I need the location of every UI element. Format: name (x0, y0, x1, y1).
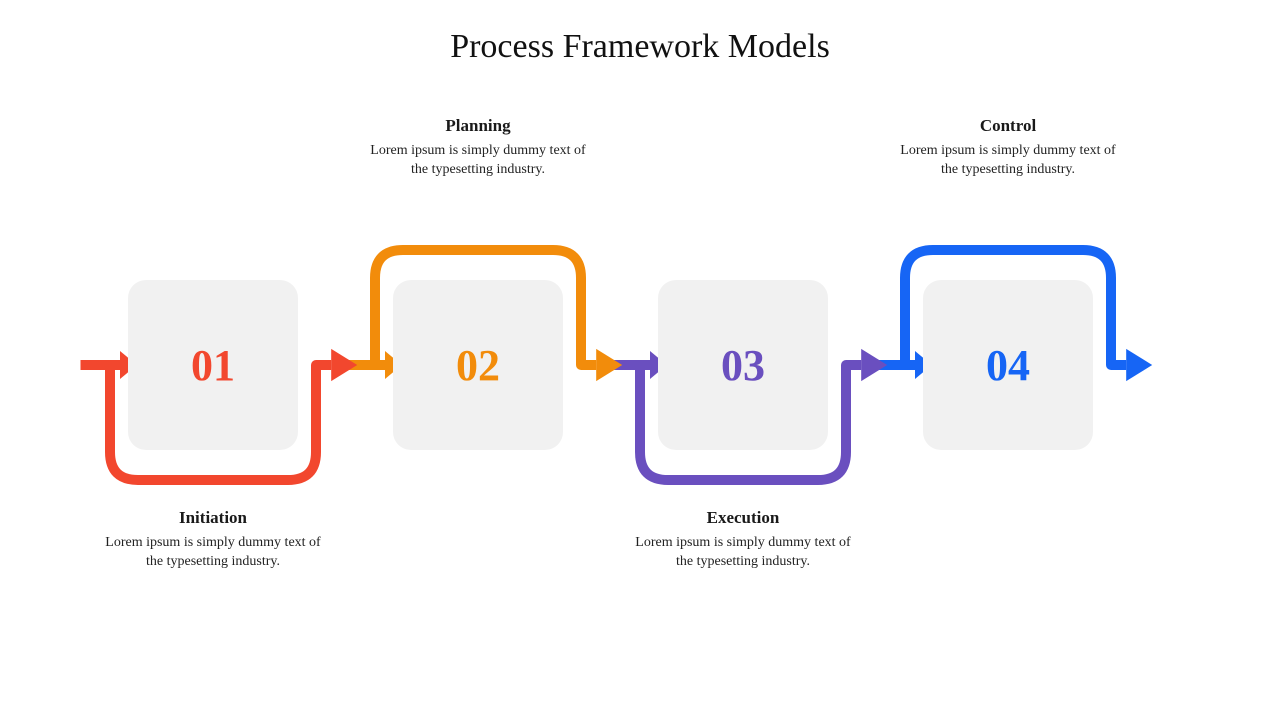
step-box-4: 04 (923, 280, 1093, 450)
step-title: Execution (633, 508, 853, 528)
step-title: Planning (368, 116, 588, 136)
step-label-2: Planning Lorem ipsum is simply dummy text… (368, 116, 588, 180)
step-number: 01 (191, 340, 235, 391)
step-label-3: Execution Lorem ipsum is simply dummy tex… (633, 508, 853, 572)
step-title: Initiation (103, 508, 323, 528)
step-desc: Lorem ipsum is simply dummy text of the … (368, 142, 588, 180)
step-box-2: 02 (393, 280, 563, 450)
step-desc: Lorem ipsum is simply dummy text of the … (103, 534, 323, 572)
process-stage: 01 Initiation Lorem ipsum is simply dummy … (0, 110, 1280, 670)
step-number: 03 (721, 340, 765, 391)
step-box-1: 01 (128, 280, 298, 450)
slide: Process Framework Models 01 Initiation Lor… (0, 0, 1280, 720)
step-title: Control (898, 116, 1118, 136)
step-label-1: Initiation Lorem ipsum is simply dummy te… (103, 508, 323, 572)
step-box-3: 03 (658, 280, 828, 450)
step-label-4: Control Lorem ipsum is simply dummy text … (898, 116, 1118, 180)
step-desc: Lorem ipsum is simply dummy text of the … (898, 142, 1118, 180)
step-desc: Lorem ipsum is simply dummy text of the … (633, 534, 853, 572)
step-number: 04 (986, 340, 1030, 391)
step-number: 02 (456, 340, 500, 391)
slide-title: Process Framework Models (0, 28, 1280, 66)
